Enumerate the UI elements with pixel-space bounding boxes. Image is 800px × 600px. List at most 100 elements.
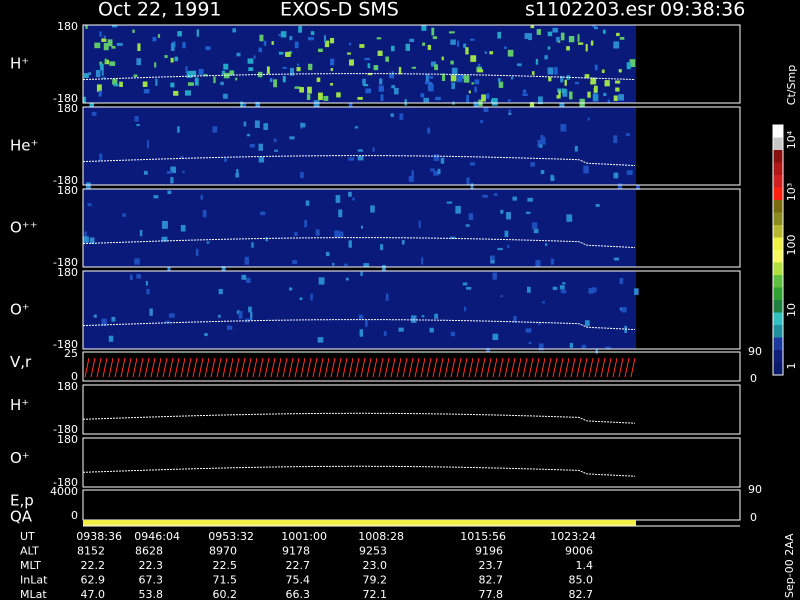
spectrogram-cell: [248, 306, 252, 313]
spectrogram-cell: [358, 314, 364, 320]
spectrogram-cell: [290, 67, 295, 76]
colorbar-cell: [773, 325, 783, 338]
spectrogram-cell: [522, 93, 528, 96]
spectrogram-cell: [348, 102, 353, 107]
spectrogram-cell: [424, 81, 431, 85]
spectrogram-cell: [530, 25, 535, 29]
spectrogram-cell: [566, 46, 570, 51]
spectrogram-cell: [427, 76, 434, 79]
vector-stroke: [108, 357, 114, 378]
spectrogram-cell: [544, 243, 548, 246]
colorbar-cell: [773, 225, 783, 238]
spectrogram-cell: [492, 272, 497, 280]
spectrogram-cell: [357, 96, 363, 100]
vector-stroke: [402, 357, 408, 378]
spectrogram-cell: [493, 193, 498, 197]
vector-stroke: [114, 357, 120, 378]
panel-frame: [82, 351, 741, 382]
spectrogram-cell: [364, 57, 371, 61]
table-cell: 60.2: [213, 588, 238, 600]
spectrogram-cell: [557, 88, 562, 93]
row-label: UT: [20, 530, 35, 543]
spectrogram-cell: [562, 282, 566, 285]
spectrogram-cell: [102, 76, 106, 80]
spectrogram-cell: [136, 58, 142, 66]
spectrogram-cell: [294, 86, 301, 89]
spectrogram-cell: [289, 287, 293, 291]
spectrogram-cell: [594, 85, 598, 93]
spectrogram-cell: [613, 257, 620, 261]
panel-frame: [82, 188, 741, 268]
spectrogram-cell: [363, 263, 370, 267]
spectrogram-cell: [89, 237, 95, 244]
row-label: MLT: [20, 559, 41, 572]
spectrogram-cell: [504, 230, 509, 237]
vector-stroke: [276, 357, 282, 378]
row-label: InLat: [20, 574, 48, 587]
vector-stroke: [312, 357, 318, 378]
spectrogram-cell: [136, 274, 141, 279]
spectrogram-cell: [186, 70, 193, 78]
spectrogram-cell: [560, 32, 565, 41]
spectrogram-cell: [185, 66, 188, 73]
spectrogram-cell: [618, 94, 624, 101]
spectrogram-cell: [432, 36, 438, 40]
spectrogram-cell: [167, 266, 171, 272]
spectrogram-cell: [258, 143, 263, 151]
spectrogram-cell: [266, 66, 270, 74]
table-cell: 75.4: [286, 574, 311, 587]
spectrogram-cell: [174, 56, 179, 62]
spectrogram-cell: [391, 71, 394, 79]
spectrogram-cell: [560, 75, 564, 83]
spectrogram-cell: [170, 166, 177, 174]
spectrogram-cell: [461, 74, 465, 79]
spectrogram-cell: [588, 288, 594, 294]
colorbar-cell: [773, 275, 783, 288]
spectrogram-cell: [269, 78, 273, 83]
panel-frame: [82, 384, 741, 435]
spectrogram-cell: [535, 260, 541, 267]
qa-label: QA: [10, 508, 33, 526]
spectrogram-cell: [289, 35, 293, 41]
tick-label: 0: [71, 509, 78, 522]
spectrogram-cell: [111, 316, 116, 322]
colorbar-cell: [773, 175, 783, 188]
spectrogram-cell: [492, 333, 499, 341]
colorbar-cell: [773, 200, 783, 213]
spectrogram-cell: [325, 251, 330, 257]
vector-stroke: [240, 357, 246, 378]
table-cell: 66.3: [286, 588, 311, 600]
spectrogram-cell: [547, 31, 553, 37]
spectrogram-cell: [83, 96, 86, 104]
spectrogram-cell: [170, 43, 175, 51]
spectrogram-cell: [433, 170, 439, 176]
spectrogram-cell: [528, 341, 532, 344]
tick-label: 25: [64, 347, 78, 360]
panel-label: E,p: [10, 492, 34, 510]
vector-stroke: [342, 357, 348, 378]
spectrogram-cell: [626, 62, 631, 70]
vector-stroke: [396, 357, 402, 378]
table-cell: 1023:24: [550, 530, 596, 543]
spectrogram-cell: [537, 139, 543, 148]
table-cell: 1008:28: [358, 530, 404, 543]
spectrogram-cell: [248, 67, 254, 71]
spectrogram-cell: [513, 315, 517, 323]
colorbar-cell: [773, 162, 783, 175]
spectrogram-background: [83, 107, 636, 185]
date: Oct 22, 1991: [98, 0, 222, 21]
reference-curve: [82, 73, 636, 81]
spectrogram-cell: [435, 96, 441, 101]
table-cell: 82.7: [479, 574, 504, 587]
spectrogram-cell: [617, 183, 623, 189]
spectrogram-cell: [465, 47, 469, 55]
colorbar-label: 10⁴: [785, 130, 798, 149]
vector-stroke: [612, 357, 618, 378]
spectrogram-cell: [329, 58, 335, 66]
vector-stroke: [558, 357, 564, 378]
vector-stroke: [186, 357, 192, 378]
spectrogram-cell: [306, 94, 311, 100]
table-cell: 8628: [135, 545, 163, 558]
spectrogram-cell: [104, 59, 110, 65]
colorbar-cell: [773, 137, 783, 150]
